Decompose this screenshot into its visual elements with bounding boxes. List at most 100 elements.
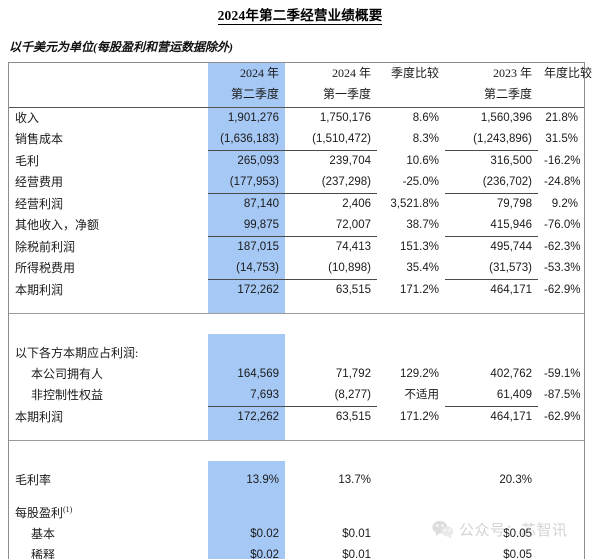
section-divider	[9, 439, 584, 461]
spacer-cell	[208, 301, 285, 313]
cell-q2-2023: 464,171	[445, 406, 538, 428]
row-label: 本期利润	[15, 409, 64, 424]
table-row: 经营费用 (177,953) (237,298) -25.0% (236,702…	[9, 172, 584, 194]
spacer-cell	[538, 343, 584, 364]
cell-yoy	[538, 545, 584, 559]
table-row: 销售成本 (1,636,183) (1,510,472) 8.3% (1,243…	[9, 129, 584, 151]
spacer-cell	[208, 428, 285, 440]
table-body: 收入 1,901,276 1,750,176 8.6% 1,560,396 21…	[9, 107, 584, 559]
header-qoq-line2	[377, 84, 445, 108]
row-label: 除税前利润	[15, 239, 76, 254]
header-row-top: 2024 年 2024 年 季度比较 2023 年 年度比较	[9, 63, 592, 84]
spacer-cell	[285, 461, 377, 470]
cell-yoy: -53.3%	[544, 262, 581, 275]
cell-q1-2024: 239,704	[285, 150, 377, 172]
row-label: 毛利	[15, 153, 40, 168]
page-title: 2024年第二季经营业绩概要	[0, 4, 600, 25]
cell-q1-2024: (10,898)	[328, 262, 371, 274]
header-q2-2024-line1: 2024 年	[208, 63, 285, 84]
cell-q2-2024: $0.02	[208, 524, 285, 545]
spacer-cell	[538, 461, 584, 470]
cell-yoy: -16.2%	[544, 154, 581, 167]
cell-q2-2024: 172,262	[208, 406, 285, 428]
table-row-total: 本期利润 172,262 63,515 171.2% 464,171 -62.9…	[9, 279, 584, 301]
header-q1-2024-line2: 第一季度	[285, 84, 377, 108]
spacer-cell	[538, 428, 584, 440]
header-label-col-blank	[9, 84, 208, 108]
cell-q1-2024: 63,515	[285, 279, 377, 301]
eps-heading: 每股盈利(1)	[9, 503, 208, 524]
spacer-cell	[9, 428, 208, 440]
spacer-row	[9, 301, 584, 313]
cell-q2-2023: 1,560,396	[480, 112, 532, 124]
cell-q2-2024: 99,875	[208, 215, 285, 237]
cell-qoq: -25.0%	[402, 176, 439, 189]
table-row: 本公司拥有人 164,569 71,792 129.2% 402,762 -59…	[9, 364, 584, 385]
cell-q1-2024: 1,750,176	[319, 112, 371, 124]
cell-yoy: -62.9%	[544, 283, 581, 296]
cell-q1-2024: 13.7%	[338, 474, 371, 486]
cell-yoy: 9.2%	[551, 197, 578, 210]
header-label-col	[9, 63, 208, 84]
cell-qoq	[377, 545, 445, 559]
spacer-row	[9, 491, 584, 503]
cell-q2-2023: 495,744	[445, 236, 538, 258]
cell-q2-2024: 1,901,276	[208, 107, 285, 129]
header-row-bottom: 第二季度 第一季度 第二季度	[9, 84, 584, 108]
header-q1-2024-line1: 2024 年	[331, 66, 371, 80]
cell-q1-2024: 74,413	[285, 236, 377, 258]
row-label: 稀释	[31, 548, 56, 559]
cell-qoq: 129.2%	[399, 368, 439, 380]
row-label: 本期利润	[15, 282, 64, 297]
section-divider	[9, 312, 584, 334]
cell-qoq: 35.4%	[406, 262, 439, 275]
spacer-cell	[377, 343, 445, 364]
table-row: 除税前利润 187,015 74,413 151.3% 495,744 -62.…	[9, 236, 584, 258]
cell-q2-2023: 464,171	[445, 279, 538, 301]
cell-q2-2024: $0.02	[208, 545, 285, 559]
cell-q2-2023: $0.05	[503, 549, 532, 559]
cell-q2-2024: (14,753)	[208, 258, 285, 280]
spacer-cell	[208, 491, 285, 503]
spacer-cell	[9, 461, 208, 470]
spacer-cell	[538, 301, 584, 313]
spacer-cell	[377, 503, 445, 524]
row-label: 基本	[31, 527, 56, 541]
cell-q1-2024: 71,792	[335, 368, 371, 380]
spacer-cell	[445, 334, 538, 343]
spacer-cell	[285, 301, 377, 313]
table-row-gross-margin: 毛利率 13.9% 13.7% 20.3%	[9, 470, 584, 491]
row-label: 销售成本	[15, 132, 64, 147]
spacer-cell	[208, 334, 285, 343]
spacer-cell	[377, 301, 445, 313]
cell-q2-2024: 13.9%	[208, 470, 285, 491]
page-title-text: 2024年第二季经营业绩概要	[217, 8, 383, 25]
divider-line	[9, 439, 584, 461]
financial-table-container: 2024 年 2024 年 季度比较 2023 年 年度比较 第二季度 第一季度…	[8, 62, 592, 559]
cell-q2-2023: 79,798	[445, 193, 538, 215]
eps-heading-row: 每股盈利(1)	[9, 503, 584, 524]
table-row: 基本 $0.02 $0.01 $0.05	[9, 524, 584, 545]
table-row-total: 本期利润 172,262 63,515 171.2% 464,171 -62.9…	[9, 406, 584, 428]
cell-q1-2024: $0.01	[342, 528, 371, 540]
table-header: 2024 年 2024 年 季度比较 2023 年 年度比较 第二季度 第一季度…	[9, 63, 592, 108]
cell-qoq: 171.2%	[399, 283, 439, 296]
cell-yoy: -59.1%	[544, 368, 581, 380]
cell-q2-2024: 172,262	[208, 279, 285, 301]
cell-q1-2024: $0.01	[342, 549, 371, 559]
cell-q2-2024: 187,015	[208, 236, 285, 258]
units-note: 以千美元为单位(每股盈利和营运数据除外)	[9, 40, 233, 54]
spacer-cell	[285, 491, 377, 503]
row-label: 所得税费用	[15, 261, 76, 276]
row-label: 非控制性权益	[31, 388, 104, 403]
cell-q2-2024: (177,953)	[208, 172, 285, 194]
spacer-cell	[285, 428, 377, 440]
cell-q2-2023: 316,500	[445, 150, 538, 172]
cell-q2-2023: (236,702)	[482, 176, 532, 188]
cell-yoy	[538, 524, 584, 545]
spacer-cell	[538, 334, 584, 343]
cell-qoq: 8.3%	[412, 133, 439, 146]
table-row: 非控制性权益 7,693 (8,277) 不适用 61,409 -87.5%	[9, 385, 584, 407]
row-label: 收入	[15, 111, 40, 125]
